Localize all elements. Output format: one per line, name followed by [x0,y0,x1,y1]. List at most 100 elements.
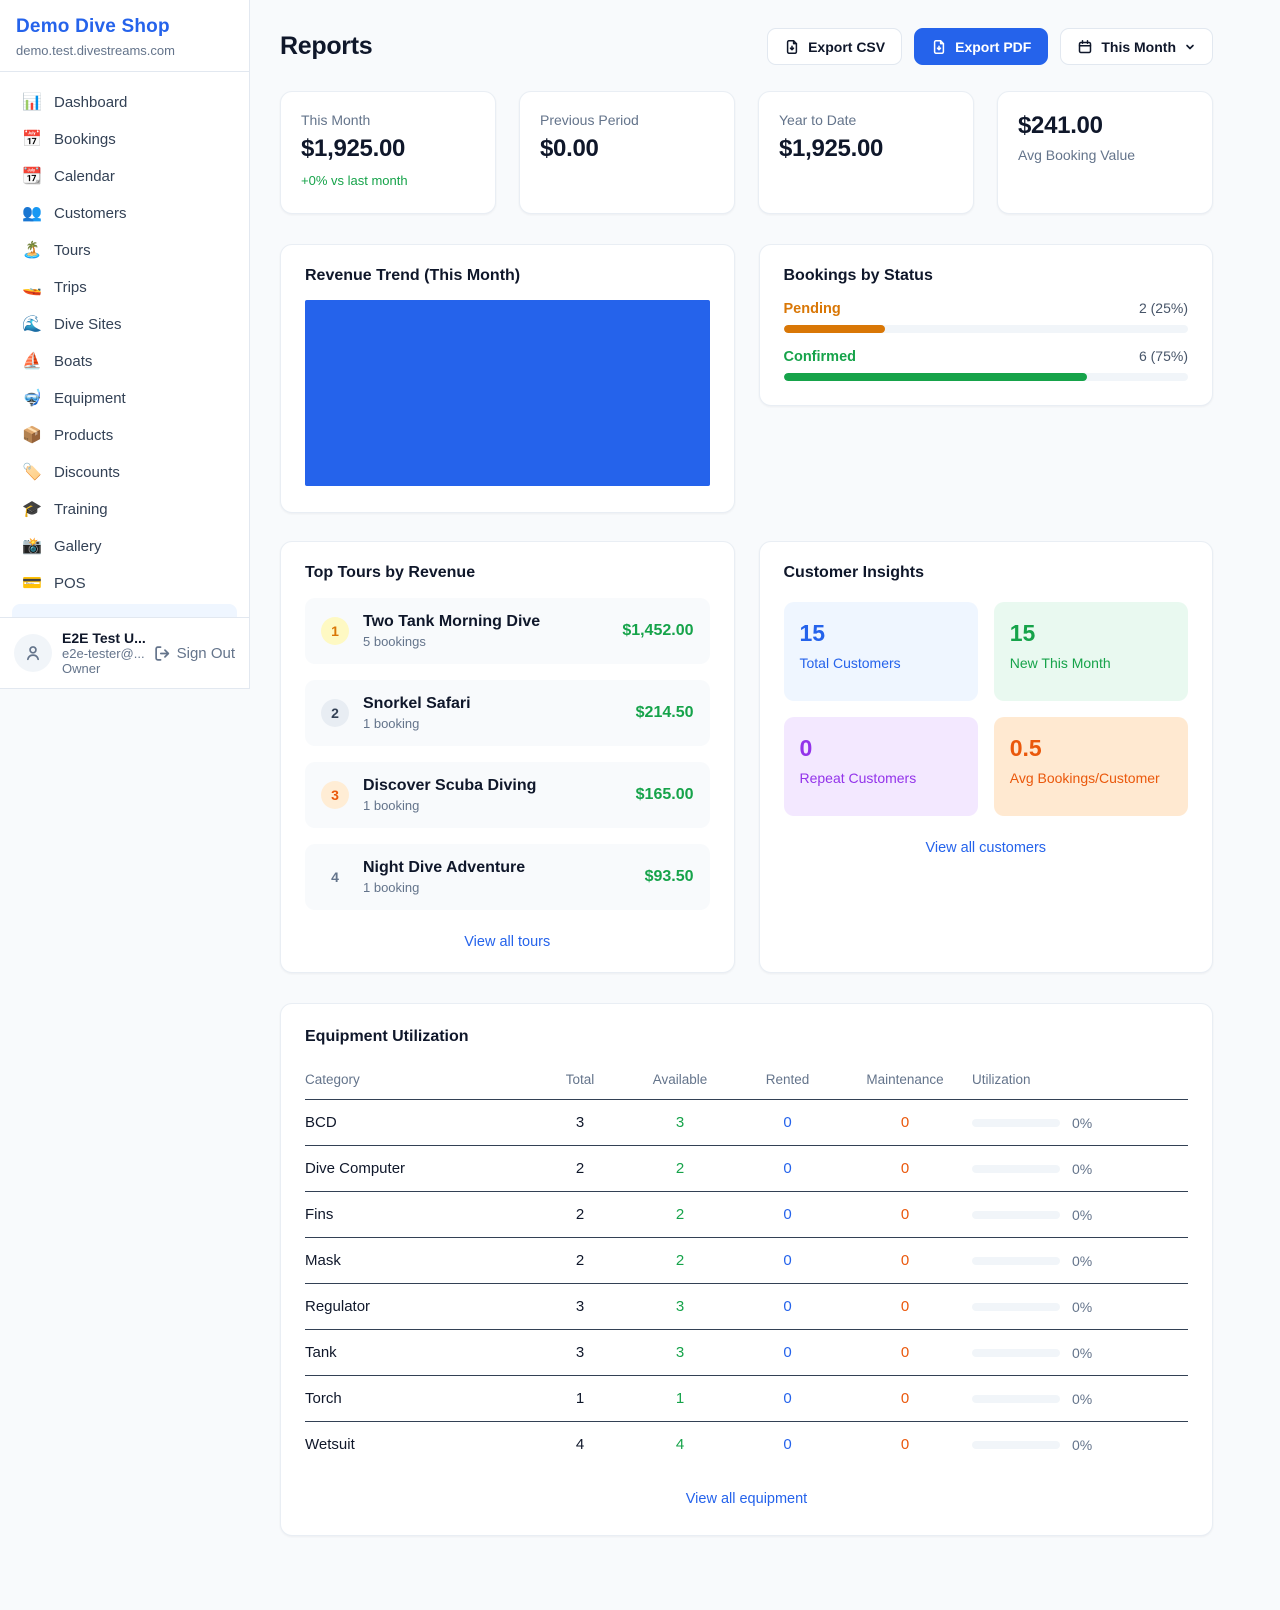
rank-badge: 4 [331,869,339,885]
sign-out-button[interactable]: Sign Out [154,645,235,662]
insight-value: 0 [799,735,813,761]
page-title: Reports [280,32,373,60]
cell-rented: 0 [735,1237,840,1284]
export-csv-label: Export CSV [808,38,886,55]
period-select[interactable]: This Month [1060,28,1213,65]
export-pdf-label: Export PDF [955,38,1032,55]
sidebar-item-label: Gallery [54,538,102,555]
people-icon: 👥 [22,204,42,222]
cell-available: 2 [625,1145,735,1192]
insight-label: Avg Bookings/Customer [1009,770,1160,786]
sidebar-item-tours[interactable]: 🏝️ Tours [12,232,237,269]
sidebar-item-dashboard[interactable]: 📊 Dashboard [12,84,237,121]
stat-card-avg-booking-value: $241.00 Avg Booking Value [997,91,1213,214]
cell-available: 2 [625,1237,735,1284]
utilization-percent: 0% [1072,1206,1093,1223]
user-footer: E2E Test U... e2e-tester@... Owner Sign … [0,617,249,688]
cell-total: 1 [535,1375,625,1422]
stat-card-previous-period: Previous Period $0.00 [519,91,735,214]
table-row: Tank 3 3 0 0 0% [305,1329,1188,1376]
cell-maintenance: 0 [840,1237,970,1284]
sidebar-item-calendar[interactable]: 📆 Calendar [12,158,237,195]
stat-label: Avg Booking Value [1018,147,1136,163]
calendar-icon [1079,39,1092,53]
page-header: Reports Export CSV Export PDF [280,28,1213,65]
equipment-utilization-title: Equipment Utilization [305,1028,469,1045]
table-row: Regulator 3 3 0 0 0% [305,1283,1188,1330]
sidebar-item-label: Equipment [54,390,126,407]
rank-badge: 2 [321,699,349,727]
credit-card-icon: 💳 [22,574,42,592]
sidebar-item-gallery[interactable]: 📸 Gallery [12,528,237,565]
cell-available: 4 [675,1436,685,1453]
cell-maintenance: 0 [900,1436,910,1453]
sidebar-nav: 📊 Dashboard 📅 Bookings 📆 Calendar 👥 Cust… [0,72,249,617]
stat-label: This Month [301,112,371,128]
logout-icon [154,645,169,661]
insights-row: Top Tours by Revenue 1 Two Tank Morning … [280,541,1213,973]
utilization-cell: 0% [972,1207,1188,1223]
top-tours-card: Top Tours by Revenue 1 Two Tank Morning … [280,541,735,973]
sidebar-item-customers[interactable]: 👥 Customers [12,195,237,232]
cell-rented: 0 [735,1191,840,1238]
status-count-confirmed: 6 (75%) [1138,348,1188,364]
stat-delta: +0% vs last month [301,173,408,188]
cell-category: Wetsuit [305,1436,355,1453]
sidebar-item-label: Boats [54,353,93,370]
stat-value: $0.00 [540,135,599,162]
shop-name: Demo Dive Shop [16,16,170,37]
col-header-maintenance: Maintenance [840,1064,970,1100]
view-all-tours-link[interactable]: View all tours [464,934,551,950]
cell-maintenance: 0 [840,1145,970,1192]
sidebar-item-dive-sites[interactable]: 🌊 Dive Sites [12,306,237,343]
status-row-pending: Pending 2 (25%) [783,300,1188,333]
main-content: Reports Export CSV Export PDF [250,0,1280,1576]
sidebar-item-label: Dashboard [54,94,128,111]
sidebar-item-equipment[interactable]: 🤿 Equipment [12,380,237,417]
table-row: Dive Computer 2 2 0 0 0% [305,1145,1188,1192]
insight-label: New This Month [1009,655,1111,671]
status-bar-track [783,325,1188,333]
tour-amount: $214.50 [635,704,694,721]
sidebar-item-reports-active-partial[interactable] [12,604,237,617]
utilization-percent: 0% [1072,1436,1093,1453]
utilization-percent: 0% [1072,1160,1093,1177]
sidebar-item-training[interactable]: 🎓 Training [12,491,237,528]
stat-value: $1,925.00 [301,135,406,162]
sidebar-item-trips[interactable]: 🚤 Trips [12,269,237,306]
equipment-table: Category Total Available Rented Maintena… [305,1064,1188,1467]
status-label-pending: Pending [783,301,841,317]
chevron-down-icon [1186,44,1194,49]
utilization-cell: 0% [972,1345,1188,1361]
view-all-equipment-link[interactable]: View all equipment [685,1491,808,1507]
sidebar-item-boats[interactable]: ⛵ Boats [12,343,237,380]
insights-grid: 15 Total Customers 15 New This Month 0 R… [783,602,1188,816]
sidebar-item-products[interactable]: 📦 Products [12,417,237,454]
cell-total: 3 [535,1283,625,1330]
view-all-customers-link[interactable]: View all customers [925,840,1047,856]
tour-bookings: 1 booking [363,798,420,813]
export-pdf-button[interactable]: Export PDF [914,28,1049,65]
utilization-cell: 0% [972,1115,1188,1131]
sidebar-item-bookings[interactable]: 📅 Bookings [12,121,237,158]
top-tours-title: Top Tours by Revenue [305,564,476,581]
cell-category: Tank [305,1329,535,1376]
cell-total: 2 [535,1145,625,1192]
brand-block: Demo Dive Shop demo.test.divestreams.com [0,0,249,72]
sidebar-item-discounts[interactable]: 🏷️ Discounts [12,454,237,491]
export-csv-button[interactable]: Export CSV [767,28,903,65]
sidebar-item-label: Trips [54,279,87,296]
user-info: E2E Test U... e2e-tester@... Owner [62,630,146,676]
cell-category: Dive Computer [305,1145,535,1192]
shop-domain: demo.test.divestreams.com [16,43,175,58]
insight-avg-bookings: 0.5 Avg Bookings/Customer [993,717,1188,816]
sidebar-item-pos[interactable]: 💳 POS [12,565,237,602]
cell-rented: 0 [735,1375,840,1422]
col-header-rented: Rented [735,1064,840,1100]
tour-row: 4 Night Dive Adventure 1 booking $93.50 [305,844,710,910]
cell-maintenance: 0 [840,1375,970,1422]
diving-mask-icon: 🤿 [22,389,42,407]
cell-total: 4 [575,1436,585,1453]
insight-label: Total Customers [799,655,901,671]
sidebar-item-label: Calendar [54,168,115,185]
